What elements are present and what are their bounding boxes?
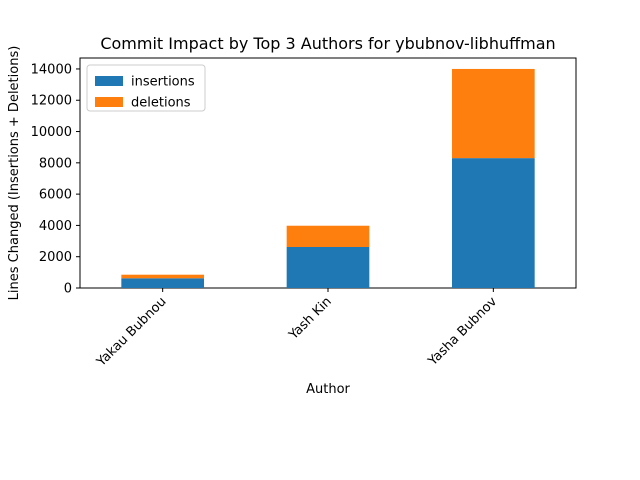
y-tick-label: 4000 <box>39 219 72 234</box>
y-tick-label: 6000 <box>39 188 72 203</box>
legend-swatch-deletions <box>95 97 123 107</box>
y-axis: 0 2000 4000 6000 8000 10000 12000 14000 <box>31 62 80 297</box>
x-tick-label: Yasha Bubnov <box>425 294 501 370</box>
y-tick-label: 0 <box>64 282 72 297</box>
bar-insertions-0 <box>121 278 204 288</box>
x-axis-label: Author <box>306 382 350 397</box>
legend: insertions deletions <box>86 64 206 112</box>
y-axis-label: Lines Changed (Insertions + Deletions) <box>7 46 22 301</box>
bar-deletions-1 <box>286 225 370 248</box>
legend-label-insertions: insertions <box>131 75 195 90</box>
y-tick-label: 2000 <box>39 250 72 265</box>
y-tick-label: 10000 <box>31 125 72 140</box>
x-axis: Yakau Bubnou Yash Kin Yasha Bubnov <box>93 288 500 370</box>
bar-deletions-2 <box>452 68 535 159</box>
bar-insertions-2 <box>452 158 535 288</box>
y-tick-label: 8000 <box>39 156 72 171</box>
bar-deletions-0 <box>121 274 204 279</box>
bar-insertions-1 <box>286 247 370 288</box>
legend-label-deletions: deletions <box>131 96 191 111</box>
y-tick-label: 12000 <box>31 94 72 109</box>
x-tick-label: Yash Kin <box>286 294 335 343</box>
bars <box>121 68 535 288</box>
y-tick-label: 14000 <box>31 62 72 77</box>
chart-title: Commit Impact by Top 3 Authors for ybubn… <box>100 34 555 53</box>
x-tick-label: Yakau Bubnou <box>93 294 169 370</box>
legend-swatch-insertions <box>95 76 123 86</box>
